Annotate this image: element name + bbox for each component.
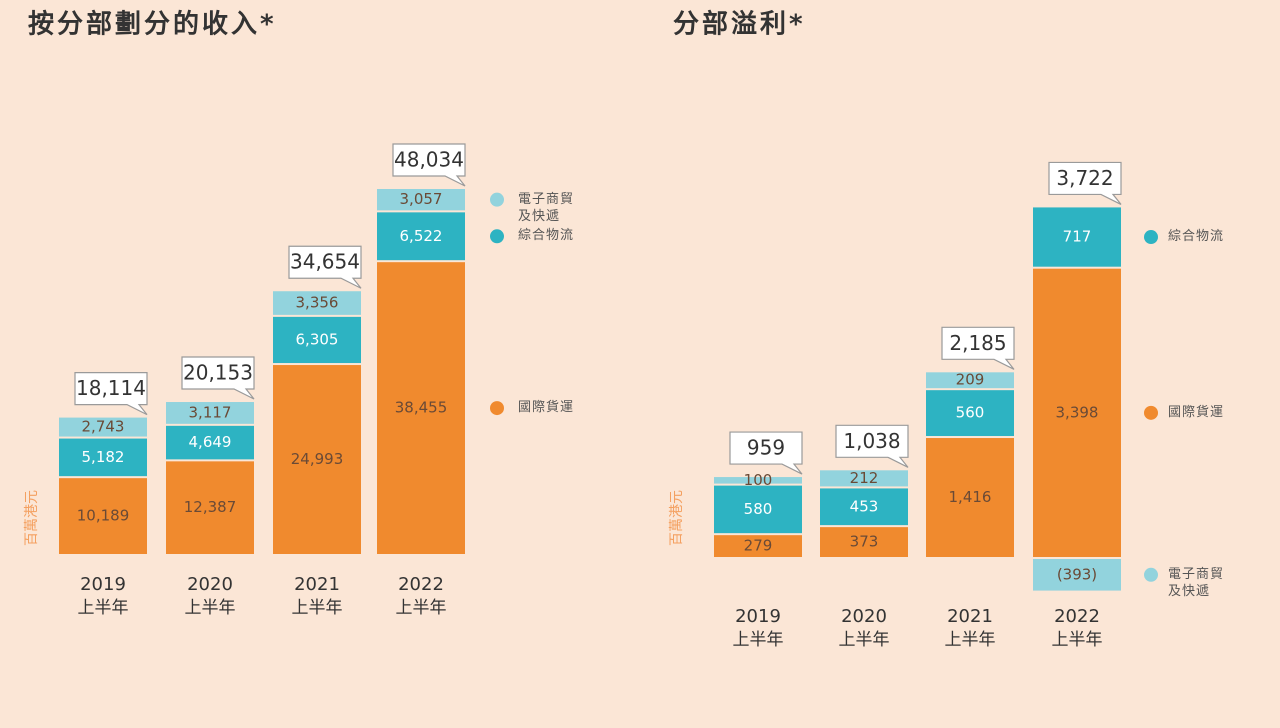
data-label: 209 (956, 371, 985, 389)
callout-box (392, 143, 466, 187)
bar-segment (820, 470, 908, 487)
x-tick-label: 2020 (841, 606, 887, 627)
data-label: 6,522 (400, 227, 443, 245)
bar-segment (166, 402, 254, 424)
data-label: 580 (744, 500, 773, 518)
data-label: (393) (1057, 565, 1097, 583)
data-label: 3,356 (296, 294, 339, 312)
bar-segment (820, 527, 908, 557)
bar-segment (714, 477, 802, 484)
x-tick-label: 上半年 (396, 598, 447, 618)
legend-marker (1144, 567, 1158, 582)
x-tick-label: 2022 (398, 574, 444, 595)
total-label: 1,038 (843, 429, 900, 453)
x-tick-label: 2022 (1054, 606, 1100, 627)
data-label: 560 (956, 404, 985, 422)
bar-segment (59, 417, 147, 437)
x-tick-label: 上半年 (733, 630, 784, 650)
callout-box (1048, 161, 1122, 205)
legend-label: 電子商貿及快遞 (518, 191, 575, 224)
bar-segment (926, 438, 1014, 557)
total-label: 3,722 (1056, 166, 1113, 190)
x-tick-label: 上半年 (945, 630, 996, 650)
data-label: 3,057 (400, 190, 443, 208)
x-tick-label: 2019 (80, 574, 126, 595)
total-label: 18,114 (76, 376, 146, 400)
bar-segment (166, 461, 254, 554)
y-axis-label: 百萬港元 (669, 490, 685, 546)
x-tick-label: 上半年 (292, 598, 343, 618)
y-axis-label: 百萬港元 (24, 490, 40, 546)
bar-segment (1033, 559, 1121, 591)
x-tick-label: 上半年 (1052, 630, 1103, 650)
callout-box (835, 424, 909, 468)
legend-marker (1144, 230, 1158, 245)
data-label: 373 (850, 533, 879, 551)
x-tick-label: 2019 (735, 606, 781, 627)
bar-segment (59, 478, 147, 554)
chart-title: 分部溢利* (673, 10, 806, 40)
bar-segment (377, 262, 465, 554)
legend-label: 國際貨運 (518, 400, 575, 416)
bar-segment (59, 438, 147, 477)
x-tick-label: 2021 (947, 606, 993, 627)
x-tick-label: 上半年 (839, 630, 890, 650)
total-label: 20,153 (183, 361, 253, 385)
data-label: 12,387 (184, 498, 237, 516)
legend-label: 綜合物流 (518, 228, 575, 244)
bar-segment (273, 291, 361, 315)
total-label: 48,034 (394, 148, 464, 172)
callout-box (729, 431, 803, 475)
x-tick-label: 2021 (294, 574, 340, 595)
chart-title: 按分部劃分的收入* (28, 9, 277, 40)
bar-segment (273, 365, 361, 554)
x-tick-label: 上半年 (78, 598, 129, 618)
legend-label: 電子商貿及快遞 (1168, 566, 1225, 599)
data-label: 212 (850, 469, 879, 487)
data-label: 5,182 (82, 448, 125, 466)
data-label: 38,455 (395, 399, 448, 417)
data-label: 1,416 (949, 488, 992, 506)
legend-marker (490, 192, 504, 207)
bar-segment (1033, 268, 1121, 557)
data-label: 24,993 (291, 450, 344, 468)
data-label: 10,189 (77, 507, 130, 525)
legend-marker (490, 401, 504, 416)
bar-segment (166, 425, 254, 460)
callout-box (288, 245, 362, 289)
data-label: 3,398 (1056, 403, 1099, 421)
bar-segment (926, 372, 1014, 389)
data-label: 100 (744, 471, 773, 489)
data-label: 3,117 (189, 403, 232, 421)
callout-box (74, 372, 148, 416)
bar-segment (273, 316, 361, 364)
data-label: 4,649 (189, 433, 232, 451)
legend-marker (1144, 405, 1158, 420)
bar-segment (714, 485, 802, 534)
legend-marker (490, 229, 504, 244)
data-label: 717 (1063, 228, 1092, 246)
bar-segment (714, 535, 802, 557)
total-label: 959 (747, 436, 785, 460)
data-label: 453 (850, 497, 879, 515)
bar-segment (1033, 207, 1121, 267)
callout-box (941, 326, 1015, 370)
bar-segment (377, 212, 465, 261)
bar-segment (377, 189, 465, 211)
legend-label: 國際貨運 (1168, 404, 1225, 420)
callout-box (181, 356, 255, 400)
data-label: 2,743 (82, 418, 125, 436)
legend-label: 綜合物流 (1168, 229, 1225, 245)
bar-segment (926, 390, 1014, 437)
x-tick-label: 上半年 (185, 598, 236, 618)
bar-segment (820, 488, 908, 526)
x-tick-label: 2020 (187, 574, 233, 595)
data-label: 279 (744, 537, 773, 555)
data-label: 6,305 (296, 330, 339, 348)
total-label: 34,654 (290, 250, 360, 274)
total-label: 2,185 (949, 331, 1006, 355)
